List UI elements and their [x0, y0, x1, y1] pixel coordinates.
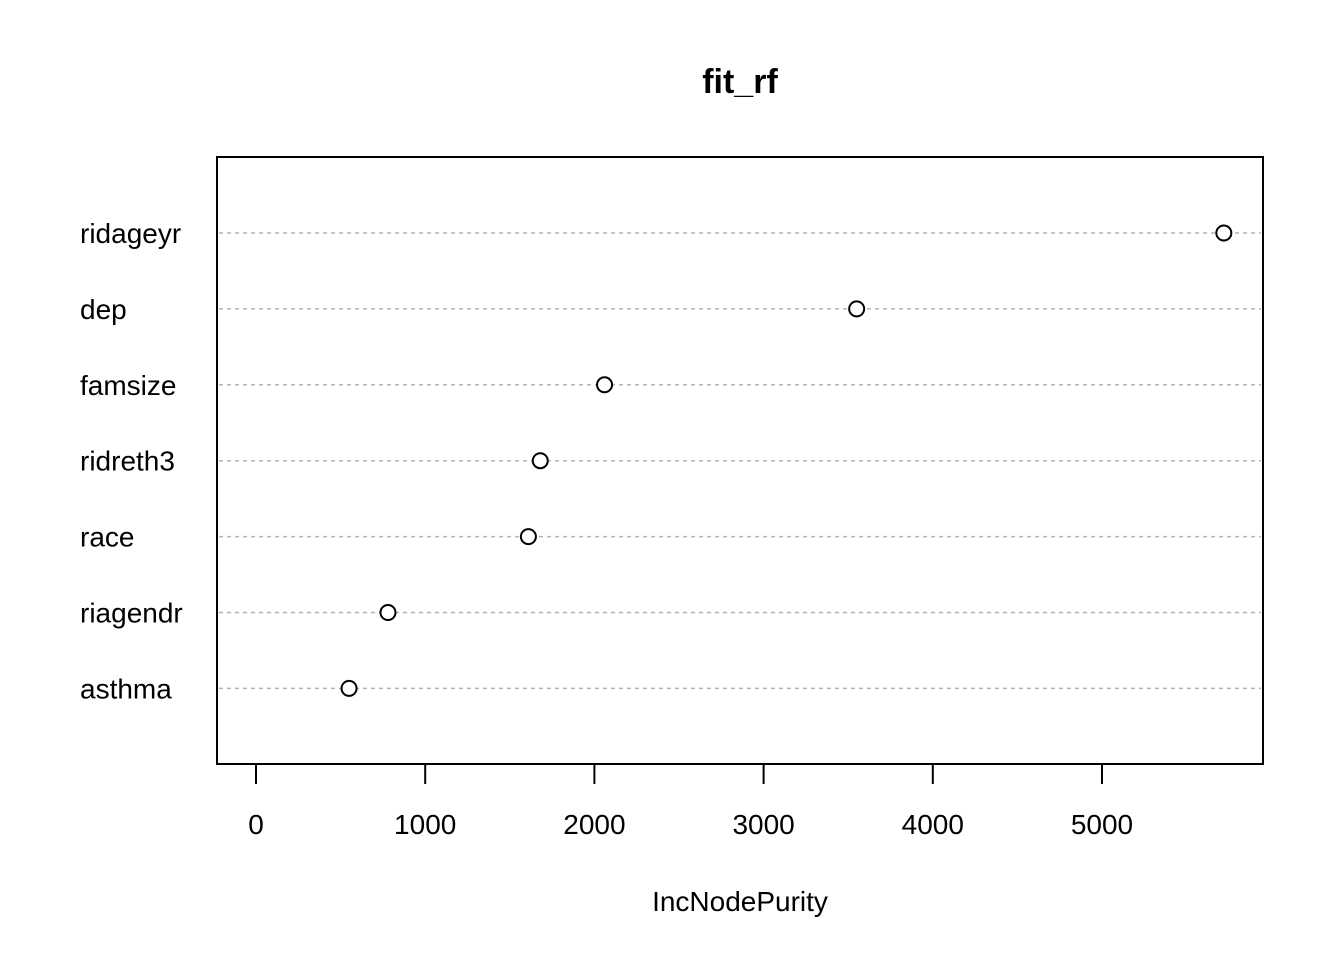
gridlines	[219, 232, 1261, 690]
category-label-ridageyr: ridageyr	[80, 218, 181, 249]
data-points	[340, 224, 1233, 697]
x-tick-label-4000: 4000	[902, 809, 964, 840]
category-label-riagendr: riagendr	[80, 598, 183, 629]
point-asthma	[340, 679, 358, 697]
category-label-asthma: asthma	[80, 673, 172, 704]
category-label-dep: dep	[80, 294, 127, 325]
x-axis: 0 1000 2000 3000 4000 5000	[248, 763, 1133, 840]
x-tick-label-3000: 3000	[732, 809, 794, 840]
category-label-famsize: famsize	[80, 370, 176, 401]
x-tick-label-2000: 2000	[563, 809, 625, 840]
x-tick-label-0: 0	[248, 809, 264, 840]
point-ridageyr	[1215, 224, 1233, 242]
point-famsize	[596, 376, 614, 394]
x-axis-label: IncNodePurity	[652, 886, 828, 917]
x-tick-label-1000: 1000	[394, 809, 456, 840]
chart-title: fit_rf	[702, 63, 778, 101]
point-race	[519, 528, 537, 546]
point-dep	[848, 300, 866, 318]
point-ridreth3	[531, 452, 549, 470]
category-label-ridreth3: ridreth3	[80, 446, 175, 477]
category-labels: ridageyr dep famsize ridreth3 race riagendr as…	[80, 218, 183, 704]
category-label-race: race	[80, 522, 134, 553]
point-riagendr	[379, 604, 397, 621]
x-tick-label-5000: 5000	[1071, 809, 1133, 840]
